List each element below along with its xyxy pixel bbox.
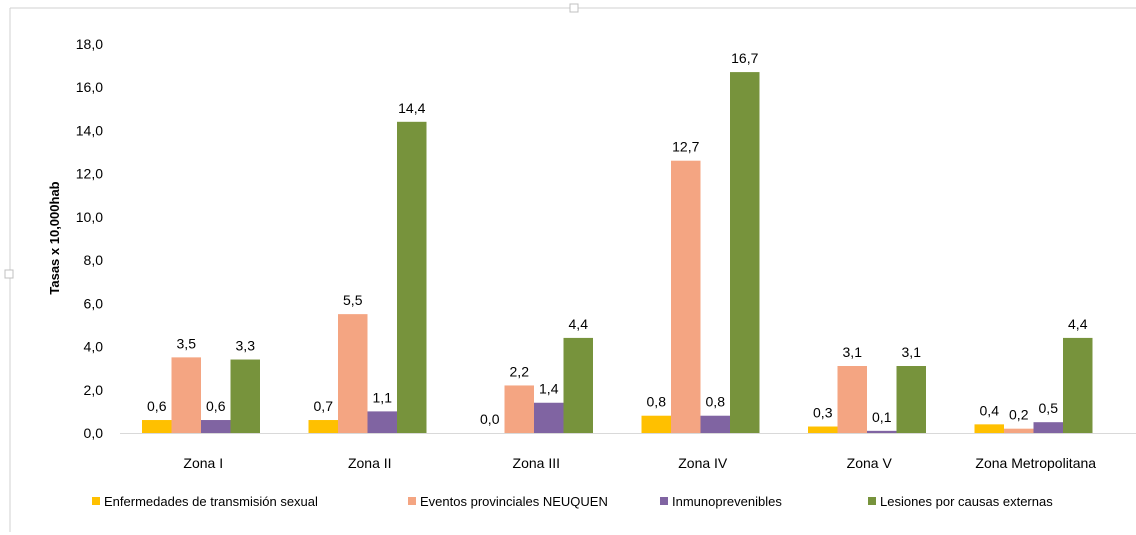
y-tick-label: 10,0 [76, 209, 103, 225]
data-label: 0,6 [206, 398, 226, 414]
bar [974, 424, 1004, 433]
legend-swatch [660, 497, 668, 505]
data-label: 3,3 [236, 338, 256, 354]
y-tick-label: 16,0 [76, 79, 103, 95]
data-labels: 0,6 3,5 0,6 3,3 0,7 5,5 1,1 14,4 0,0 2,2 1,4 4,4 0,8… [147, 50, 1088, 427]
bar [700, 415, 730, 433]
y-tick-label: 6,0 [84, 295, 104, 311]
bar [308, 420, 338, 433]
legend-swatch [408, 497, 416, 505]
data-label: 0,8 [706, 394, 726, 410]
bar [1033, 422, 1063, 433]
bar [338, 314, 368, 433]
bar [563, 337, 593, 433]
bar [201, 420, 231, 433]
legend-entry: Lesiones por causas externas [880, 494, 1053, 509]
legend-entry: Eventos provinciales NEUQUEN [420, 494, 608, 509]
x-category-label: Zona II [348, 455, 392, 471]
bar [837, 366, 867, 433]
bar [171, 357, 201, 433]
bar [641, 415, 671, 433]
data-label: 0,8 [647, 394, 667, 410]
legend: Enfermedades de transmisión sexual Evento… [92, 494, 1053, 509]
data-label: 4,4 [569, 316, 589, 332]
data-label: 3,1 [902, 344, 922, 360]
y-tick-label: 2,0 [84, 382, 104, 398]
bar [367, 411, 397, 433]
data-label: 0,7 [314, 398, 334, 414]
bar [534, 402, 564, 433]
data-label: 0,1 [872, 409, 892, 425]
bar [896, 366, 926, 433]
data-label: 5,5 [343, 292, 363, 308]
x-category-label: Zona Metropolitana [975, 455, 1096, 471]
x-category-label: Zona I [183, 455, 223, 471]
bar [1004, 428, 1034, 433]
x-category-label: Zona IV [678, 455, 728, 471]
bar [808, 426, 838, 433]
y-tick-label: 18,0 [76, 36, 103, 52]
x-axis-categories: Zona I Zona II Zona III Zona IV Zona V Zona M… [183, 455, 1096, 471]
y-tick-label: 12,0 [76, 166, 103, 182]
data-label: 0,3 [813, 405, 833, 421]
data-label: 0,5 [1039, 400, 1059, 416]
data-label: 3,5 [177, 335, 197, 351]
legend-swatch [92, 497, 100, 505]
legend-entry: Inmunoprevenibles [672, 494, 782, 509]
data-label: 0,4 [980, 402, 1000, 418]
data-label: 0,6 [147, 398, 167, 414]
y-axis-title: Tasas x 10,000hab [47, 181, 62, 294]
data-label: 4,4 [1068, 316, 1088, 332]
x-category-label: Zona V [847, 455, 893, 471]
bar [230, 359, 260, 433]
data-label: 3,1 [843, 344, 863, 360]
bar [504, 385, 534, 433]
legend-entry: Enfermedades de transmisión sexual [104, 494, 318, 509]
data-label: 12,7 [672, 139, 699, 155]
bar [730, 72, 760, 433]
x-category-label: Zona III [513, 455, 560, 471]
y-tick-label: 14,0 [76, 122, 103, 138]
data-label: 1,1 [373, 389, 393, 405]
y-tick-label: 4,0 [84, 339, 104, 355]
y-tick-label: 0,0 [84, 425, 104, 441]
data-label: 0,0 [480, 411, 500, 427]
data-label: 1,4 [539, 381, 559, 397]
data-label: 2,2 [510, 363, 530, 379]
bar [671, 160, 701, 433]
data-label: 16,7 [731, 50, 758, 66]
bar [867, 430, 897, 433]
bar [142, 420, 172, 433]
bars [142, 72, 1093, 434]
data-label: 14,4 [398, 100, 425, 116]
bar [1063, 337, 1093, 433]
bar [397, 121, 427, 434]
data-label: 0,2 [1009, 407, 1029, 423]
y-tick-label: 8,0 [84, 252, 104, 268]
legend-swatch [868, 497, 876, 505]
y-axis-ticks: 0,0 2,0 4,0 6,0 8,0 10,0 12,0 14,0 16,0 18,0 [76, 36, 103, 441]
